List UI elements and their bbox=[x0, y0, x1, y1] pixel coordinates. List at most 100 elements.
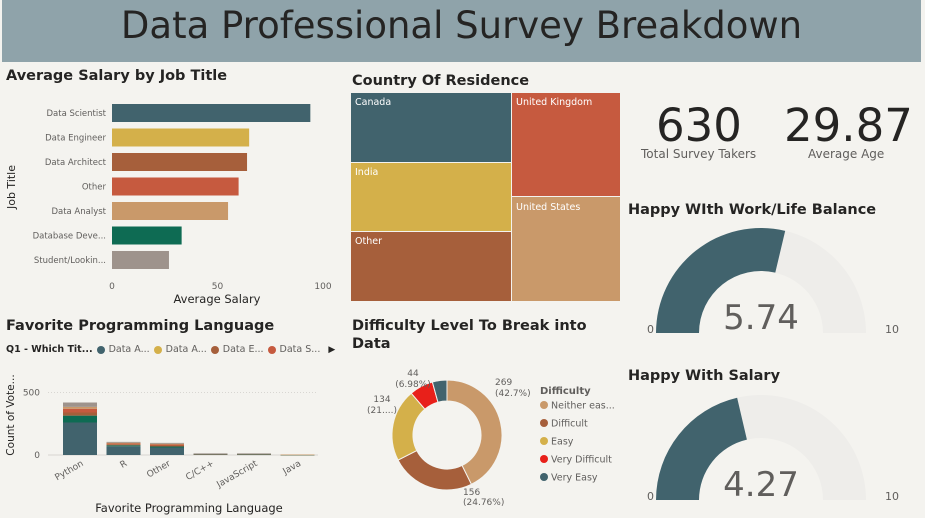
language-chart-title: Favorite Programming Language bbox=[6, 318, 275, 334]
donut-percent-label: (6.98%) bbox=[395, 380, 431, 390]
treemap-label-canada: Canada bbox=[355, 97, 392, 108]
language-bar-segment[interactable] bbox=[280, 454, 315, 456]
salary-bar[interactable] bbox=[112, 153, 248, 171]
treemap-label-united-states: United States bbox=[516, 202, 581, 213]
legend-dot-icon bbox=[267, 345, 276, 354]
bar-category-label: Student/Lookin... bbox=[34, 256, 106, 266]
language-bar-segment[interactable] bbox=[150, 446, 184, 448]
donut-legend-label[interactable]: Easy bbox=[551, 437, 574, 448]
donut-slice[interactable] bbox=[446, 379, 503, 485]
work-life-gauge[interactable]: 5.74 0 10 bbox=[640, 215, 910, 340]
language-bar-segment[interactable] bbox=[193, 453, 228, 455]
x-axis-title: Favorite Programming Language bbox=[95, 501, 283, 515]
salary-bar[interactable] bbox=[112, 177, 239, 196]
legend-next-arrow-icon[interactable]: ▶ bbox=[328, 344, 336, 355]
language-bar-segment[interactable] bbox=[106, 446, 141, 455]
gauge-fill bbox=[656, 397, 747, 500]
legend-item-label: Data E... bbox=[222, 344, 264, 355]
donut-legend-label[interactable]: Very Easy bbox=[551, 473, 598, 484]
average-age-label: Average Age bbox=[808, 147, 885, 161]
legend-dot-icon bbox=[96, 345, 105, 354]
salary-bar[interactable] bbox=[112, 202, 229, 220]
language-bar-segment[interactable] bbox=[150, 444, 184, 446]
x-tick-label: C/C++ bbox=[184, 459, 216, 483]
legend-item-label: Data A... bbox=[165, 344, 207, 355]
salary-bar[interactable] bbox=[112, 104, 311, 122]
donut-legend-label[interactable]: Difficult bbox=[551, 419, 588, 430]
treemap-cell-india[interactable] bbox=[351, 163, 511, 231]
x-tick-label: Other bbox=[145, 459, 172, 481]
treemap-cell-canada[interactable] bbox=[351, 93, 511, 162]
legend-dot-icon bbox=[540, 437, 548, 445]
language-bar-segment[interactable] bbox=[63, 406, 97, 409]
country-treemap[interactable]: Canada India Other United Kingdom United… bbox=[351, 93, 620, 301]
average-age-value: 29.87 bbox=[784, 99, 913, 152]
language-legend[interactable]: Q1 - Which Tit... Data A... Data A... Da… bbox=[6, 344, 335, 355]
gauge-value: 4.27 bbox=[723, 465, 799, 505]
donut-legend-label[interactable]: Neither eas... bbox=[551, 401, 615, 412]
donut-value-label: 156 bbox=[463, 488, 480, 498]
work-life-gauge-title: Happy WIth Work/Life Balance bbox=[628, 202, 877, 218]
legend-dot-icon bbox=[153, 345, 162, 354]
bar-category-label: Data Architect bbox=[45, 158, 107, 168]
language-bar-segment[interactable] bbox=[63, 408, 97, 413]
language-legend-title: Q1 - Which Tit... bbox=[6, 344, 93, 355]
language-stacked-bar-chart[interactable]: 0 500 Python R Other C/C++ JavaScript Java Favor… bbox=[0, 360, 345, 518]
salary-bar[interactable] bbox=[112, 128, 250, 147]
dashboard-title: Data Professional Survey Breakdown bbox=[120, 4, 803, 47]
donut-slice[interactable] bbox=[397, 449, 473, 491]
language-bar-segment[interactable] bbox=[106, 441, 141, 443]
treemap-cell-united-states[interactable] bbox=[512, 197, 620, 301]
salary-bar[interactable] bbox=[112, 251, 169, 269]
donut-value-label: 134 bbox=[373, 395, 390, 405]
legend-dot-icon bbox=[540, 473, 548, 481]
treemap-cell-other[interactable] bbox=[351, 232, 511, 301]
language-bar-segment[interactable] bbox=[63, 402, 97, 407]
salary-bar[interactable] bbox=[112, 226, 182, 245]
legend-dot-icon bbox=[540, 419, 548, 427]
language-bar-segment[interactable] bbox=[150, 447, 184, 456]
gauge-min-label: 0 bbox=[647, 323, 654, 336]
treemap-label-india: India bbox=[355, 167, 379, 178]
donut-slice[interactable] bbox=[431, 379, 448, 403]
treemap-label-united-kingdom: United Kingdom bbox=[516, 97, 593, 108]
bar-category-label: Data Analyst bbox=[51, 207, 106, 217]
legend-item-label: Data S... bbox=[279, 344, 321, 355]
legend-dot-icon bbox=[540, 455, 548, 463]
language-bar-segment[interactable] bbox=[63, 412, 97, 416]
language-bar-segment[interactable] bbox=[63, 415, 97, 423]
bar-category-label: Other bbox=[82, 183, 107, 193]
salary-bar-chart[interactable]: Data Scientist Data Engineer Data Architec… bbox=[0, 90, 345, 312]
x-tick-label: Python bbox=[53, 459, 85, 483]
salary-gauge[interactable]: 4.27 0 10 bbox=[640, 382, 910, 507]
treemap-cell-united-kingdom[interactable] bbox=[512, 93, 620, 196]
difficulty-donut-chart[interactable]: 269(42.7%) 156(24.76%) 134(21....) 44(6.98%… bbox=[345, 360, 630, 518]
legend-item-label: Data A... bbox=[108, 344, 150, 355]
y-axis-title: Count of Vote... bbox=[5, 374, 17, 455]
country-chart-title: Country Of Residence bbox=[352, 73, 530, 89]
language-bar-segment[interactable] bbox=[63, 422, 97, 456]
x-tick-label: Java bbox=[281, 459, 303, 478]
gauge-min-label: 0 bbox=[647, 490, 654, 503]
survey-takers-label: Total Survey Takers bbox=[641, 147, 757, 161]
donut-legend-title: Difficulty bbox=[540, 386, 591, 397]
language-bar-segment[interactable] bbox=[150, 442, 184, 444]
donut-legend-label[interactable]: Very Difficult bbox=[551, 455, 612, 466]
donut-value-label: 269 bbox=[495, 378, 512, 388]
y-axis-title: Job Title bbox=[5, 165, 18, 210]
language-bar-segment[interactable] bbox=[237, 453, 271, 455]
language-bar-segment[interactable] bbox=[106, 444, 141, 446]
x-tick-label: 50 bbox=[212, 282, 224, 292]
language-bar-segment[interactable] bbox=[150, 445, 184, 447]
gauge-max-label: 10 bbox=[885, 490, 899, 503]
language-bar-segment[interactable] bbox=[106, 443, 141, 445]
bar-category-label: Data Scientist bbox=[47, 109, 107, 119]
title-banner: Data Professional Survey Breakdown bbox=[2, 0, 921, 62]
gauge-value: 5.74 bbox=[723, 298, 799, 338]
difficulty-chart-title-line2: Data bbox=[352, 336, 391, 352]
difficulty-chart-title-line1: Difficulty Level To Break into bbox=[352, 318, 587, 334]
language-bar-segment[interactable] bbox=[106, 445, 141, 447]
x-tick-label: R bbox=[119, 459, 129, 471]
language-bar-segment[interactable] bbox=[150, 443, 184, 445]
language-bar-segment[interactable] bbox=[106, 442, 141, 444]
